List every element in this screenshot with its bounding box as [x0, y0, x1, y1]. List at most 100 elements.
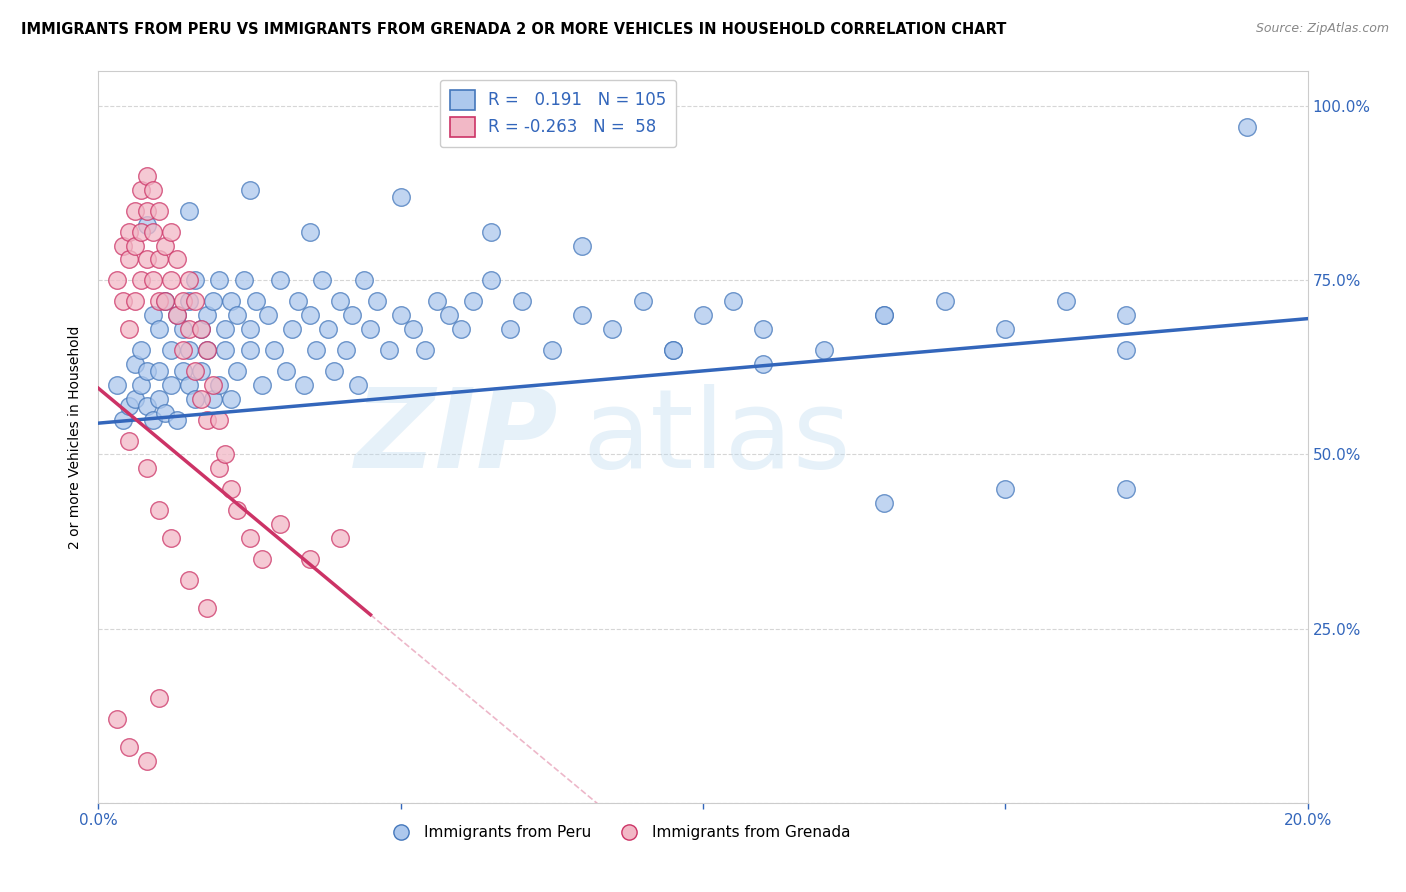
Point [239, 531, 262, 545]
Point [221, 294, 243, 309]
Point [226, 503, 249, 517]
Point [166, 412, 188, 426]
Point [221, 483, 243, 497]
Point [571, 308, 593, 322]
Point [166, 252, 188, 267]
Point [299, 308, 322, 322]
Text: atlas: atlas [582, 384, 851, 491]
Point [994, 322, 1017, 336]
Point [481, 273, 503, 287]
Point [179, 343, 201, 357]
Point [323, 364, 346, 378]
Point [111, 412, 134, 426]
Point [752, 322, 775, 336]
Point [256, 308, 278, 322]
Point [172, 322, 194, 336]
Point [873, 308, 896, 322]
Point [148, 294, 170, 309]
Point [135, 218, 157, 232]
Point [148, 364, 170, 378]
Point [124, 392, 146, 406]
Point [179, 573, 201, 587]
Point [481, 225, 503, 239]
Point [934, 294, 956, 309]
Point [214, 322, 236, 336]
Point [148, 691, 170, 706]
Point [208, 377, 231, 392]
Point [631, 294, 654, 309]
Point [148, 392, 170, 406]
Point [250, 377, 273, 392]
Point [172, 364, 194, 378]
Point [723, 294, 745, 309]
Point [135, 169, 157, 183]
Point [184, 294, 207, 309]
Point [124, 238, 146, 252]
Point [692, 308, 714, 322]
Point [873, 308, 896, 322]
Point [190, 322, 212, 336]
Point [661, 343, 683, 357]
Point [269, 273, 291, 287]
Point [335, 343, 357, 357]
Point [873, 496, 896, 510]
Legend: Immigrants from Peru, Immigrants from Grenada: Immigrants from Peru, Immigrants from Gr… [380, 819, 858, 847]
Point [208, 412, 231, 426]
Point [269, 517, 291, 532]
Point [813, 343, 835, 357]
Point [360, 322, 382, 336]
Point [105, 712, 128, 726]
Point [160, 377, 183, 392]
Point [250, 552, 273, 566]
Point [226, 364, 249, 378]
Point [118, 322, 141, 336]
Point [129, 183, 152, 197]
Point [184, 273, 207, 287]
Point [226, 308, 249, 322]
Point [172, 343, 194, 357]
Point [160, 531, 183, 545]
Point [292, 377, 315, 392]
Point [190, 322, 212, 336]
Point [510, 294, 533, 309]
Point [129, 273, 152, 287]
Point [202, 294, 225, 309]
Point [179, 322, 201, 336]
Point [172, 294, 194, 309]
Point [389, 308, 412, 322]
Point [329, 531, 352, 545]
Point [118, 225, 141, 239]
Point [166, 308, 188, 322]
Point [437, 308, 460, 322]
Point [195, 308, 218, 322]
Point [118, 434, 141, 448]
Point [239, 343, 262, 357]
Point [202, 377, 225, 392]
Point [135, 461, 157, 475]
Point [118, 399, 141, 413]
Point [752, 357, 775, 371]
Point [195, 600, 218, 615]
Point [214, 448, 236, 462]
Point [602, 322, 624, 336]
Point [190, 364, 212, 378]
Point [389, 190, 412, 204]
Point [148, 203, 170, 218]
Point [1054, 294, 1077, 309]
Point [342, 308, 364, 322]
Point [208, 273, 231, 287]
Point [316, 322, 339, 336]
Point [111, 238, 134, 252]
Point [287, 294, 309, 309]
Point [463, 294, 485, 309]
Point [353, 273, 375, 287]
Point [135, 399, 157, 413]
Text: IMMIGRANTS FROM PERU VS IMMIGRANTS FROM GRENADA 2 OR MORE VEHICLES IN HOUSEHOLD : IMMIGRANTS FROM PERU VS IMMIGRANTS FROM … [21, 22, 1007, 37]
Point [540, 343, 562, 357]
Point [571, 238, 593, 252]
Point [1115, 308, 1137, 322]
Point [208, 461, 231, 475]
Text: ZIP: ZIP [354, 384, 558, 491]
Point [245, 294, 267, 309]
Point [179, 273, 201, 287]
